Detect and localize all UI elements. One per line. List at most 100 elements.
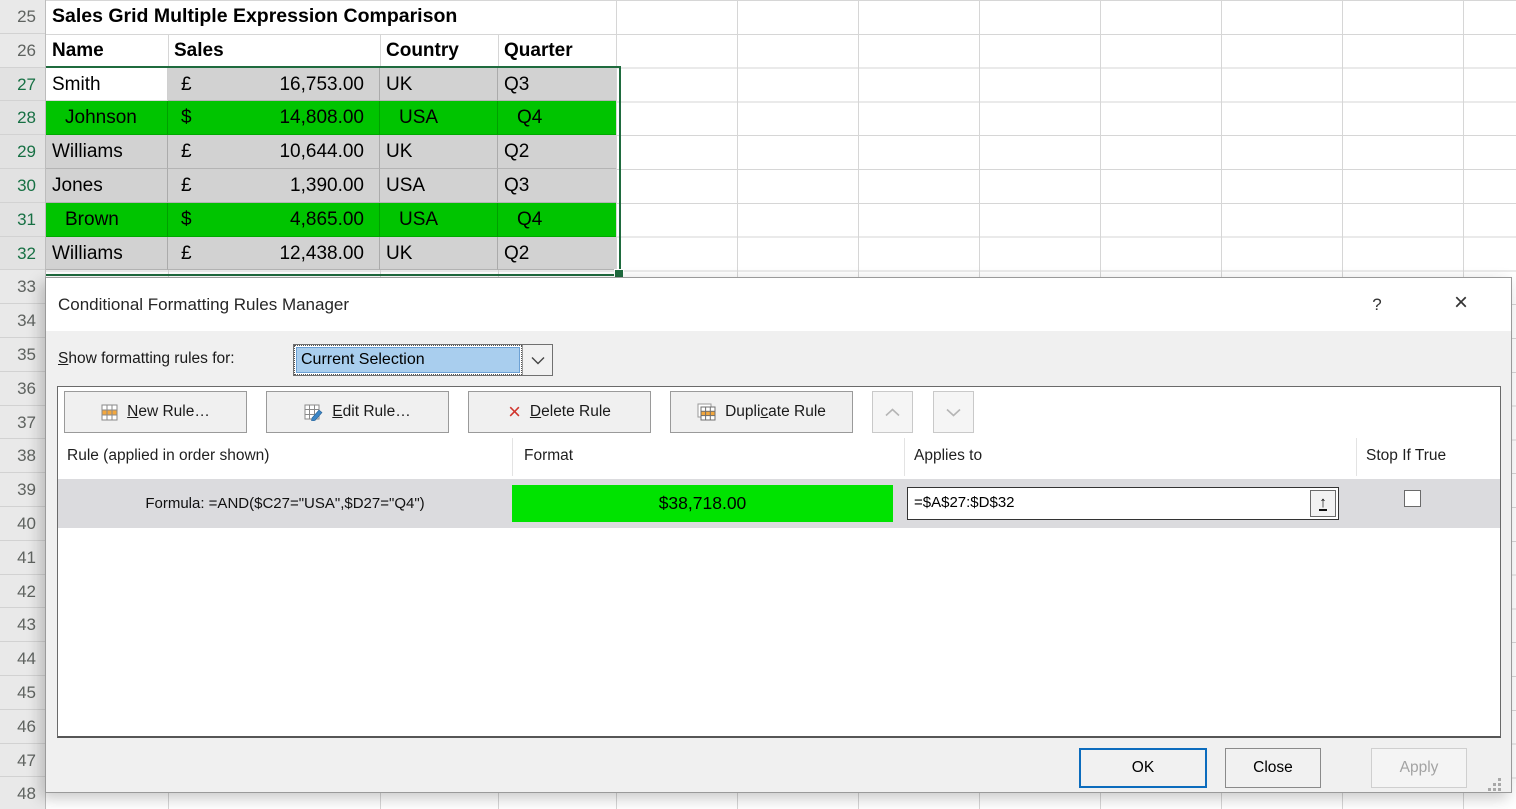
ok-button[interactable]: OK [1079, 748, 1207, 788]
chevron-up-icon [885, 407, 900, 416]
row-header-cell[interactable]: 36 [0, 372, 45, 406]
dialog-title: Conditional Formatting Rules Manager [58, 295, 350, 314]
new-rule-button[interactable]: New Rule… [64, 391, 247, 433]
list-header-format: Format [524, 447, 574, 464]
column-header-name[interactable]: Name [52, 39, 104, 61]
row-header-cell[interactable]: 41 [0, 541, 45, 575]
column-header-country[interactable]: Country [386, 39, 459, 61]
collapse-dialog-button[interactable]: ↑ [1310, 490, 1336, 517]
show-rules-dropdown[interactable]: Current Selection [293, 344, 553, 376]
sheet-row: Williams £12,438.00 UK Q2 [46, 236, 616, 271]
cell-name[interactable]: Brown [46, 202, 168, 237]
chevron-down-icon[interactable] [522, 345, 552, 375]
row-header-cell[interactable]: 27 [0, 67, 45, 102]
sheet-row: Jones £1,390.00 USA Q3 [46, 169, 616, 203]
close-icon[interactable]: × [1453, 289, 1468, 316]
sheet-title-cell[interactable]: Sales Grid Multiple Expression Compariso… [52, 5, 458, 27]
format-preview: $38,718.00 [512, 485, 893, 522]
row-header-cell[interactable]: 40 [0, 507, 45, 541]
resize-grip-icon[interactable] [1487, 777, 1502, 792]
list-header-stop: Stop If True [1366, 447, 1447, 464]
cell-sales[interactable]: $4,865.00 [168, 202, 380, 237]
sheet-header-row: Name Sales Country Quarter [46, 34, 616, 68]
cell-quarter[interactable]: Q2 [498, 135, 616, 169]
row-header-cell[interactable]: 28 [0, 101, 45, 136]
sheet-row: Brown $4,865.00 USA Q4 [46, 202, 616, 237]
cell-quarter[interactable]: Q4 [498, 101, 616, 136]
row-header-cell[interactable]: 35 [0, 338, 45, 372]
table-pencil-icon [304, 404, 323, 421]
up-arrow-bar-icon: ↑ [1319, 494, 1327, 511]
stop-if-true-checkbox[interactable] [1404, 490, 1421, 507]
cell-sales[interactable]: £1,390.00 [168, 169, 380, 203]
list-header-rule: Rule (applied in order shown) [67, 447, 270, 464]
dialog-titlebar[interactable]: Conditional Formatting Rules Manager ? × [46, 278, 1511, 331]
row-header-cell[interactable]: 26 [0, 34, 45, 68]
row-header-cell[interactable]: 33 [0, 270, 45, 305]
delete-rule-button[interactable]: × Delete Rule [468, 391, 651, 433]
close-button[interactable]: Close [1225, 748, 1321, 788]
row-header-cell[interactable]: 43 [0, 608, 45, 643]
cell-name[interactable]: Jones [46, 169, 168, 203]
show-rules-label: Show formatting rules for: [58, 350, 235, 367]
row-header-cell[interactable]: 30 [0, 169, 45, 203]
cell-country[interactable]: USA [380, 169, 498, 203]
cell-quarter[interactable]: Q2 [498, 236, 616, 271]
applies-to-input[interactable]: =$A$27:$D$32 [914, 494, 1015, 511]
duplicate-rule-button[interactable]: Duplicate Rule [670, 391, 853, 433]
cell-sales[interactable]: £16,753.00 [168, 67, 380, 102]
rule-description: Formula: =AND($C27="USA",$D27="Q4") [145, 495, 425, 512]
cell-quarter[interactable]: Q3 [498, 169, 616, 203]
edit-rule-label: Edit Rule… [332, 403, 411, 420]
cell-sales[interactable]: £10,644.00 [168, 135, 380, 169]
cell-name[interactable]: Smith [46, 67, 168, 102]
cell-name[interactable]: Johnson [46, 101, 168, 136]
rule-list-row[interactable]: Formula: =AND($C27="USA",$D27="Q4") $38,… [58, 479, 1500, 528]
row-header-cell[interactable]: 31 [0, 202, 45, 237]
row-header-cell[interactable]: 45 [0, 676, 45, 710]
cell-sales[interactable]: £12,438.00 [168, 236, 380, 271]
cell-quarter[interactable]: Q4 [498, 202, 616, 237]
apply-button[interactable]: Apply [1371, 748, 1467, 788]
row-header-cell[interactable]: 38 [0, 439, 45, 474]
row-header-cell[interactable]: 47 [0, 744, 45, 778]
move-rule-down-button[interactable] [933, 391, 974, 433]
conditional-formatting-rules-manager-dialog: Conditional Formatting Rules Manager ? ×… [45, 277, 1512, 793]
cell-sales[interactable]: $14,808.00 [168, 101, 380, 136]
row-header-cell[interactable]: 25 [0, 0, 45, 34]
cell-country[interactable]: USA [380, 101, 498, 136]
row-header-cell[interactable]: 42 [0, 575, 45, 609]
move-rule-up-button[interactable] [872, 391, 913, 433]
edit-rule-button[interactable]: Edit Rule… [266, 391, 449, 433]
show-rules-dropdown-value: Current Selection [294, 345, 522, 375]
chevron-down-icon [946, 408, 961, 417]
cell-country[interactable]: UK [380, 67, 498, 102]
row-header-cell[interactable]: 29 [0, 135, 45, 169]
double-table-icon [697, 403, 716, 421]
new-rule-label: New Rule… [127, 403, 210, 420]
cell-name[interactable]: Williams [46, 236, 168, 271]
column-separator [904, 438, 905, 476]
cell-name[interactable]: Williams [46, 135, 168, 169]
row-header-cell[interactable]: 44 [0, 642, 45, 676]
row-header-cell[interactable]: 48 [0, 777, 45, 809]
row-header-cell[interactable]: 39 [0, 473, 45, 507]
column-header-quarter[interactable]: Quarter [504, 39, 573, 61]
list-header-applies: Applies to [914, 447, 983, 464]
cell-quarter[interactable]: Q3 [498, 67, 616, 102]
cell-country[interactable]: USA [380, 202, 498, 237]
row-header-cell[interactable]: 46 [0, 710, 45, 744]
row-header-cell[interactable]: 32 [0, 236, 45, 271]
sheet-row: Johnson $14,808.00 USA Q4 [46, 101, 616, 136]
help-icon[interactable]: ? [1372, 295, 1382, 314]
column-separator [1356, 438, 1357, 476]
red-x-icon: × [508, 399, 521, 424]
row-header-cell[interactable]: 37 [0, 406, 45, 440]
row-header-cell[interactable]: 34 [0, 304, 45, 338]
row-header-column: 25 26 27 28 29 30 31 32 33 34 35 36 37 38 39 40 41 42 43 44… [0, 0, 46, 809]
cell-country[interactable]: UK [380, 135, 498, 169]
column-header-sales[interactable]: Sales [174, 39, 224, 61]
cell-country[interactable]: UK [380, 236, 498, 271]
column-separator [512, 438, 513, 476]
